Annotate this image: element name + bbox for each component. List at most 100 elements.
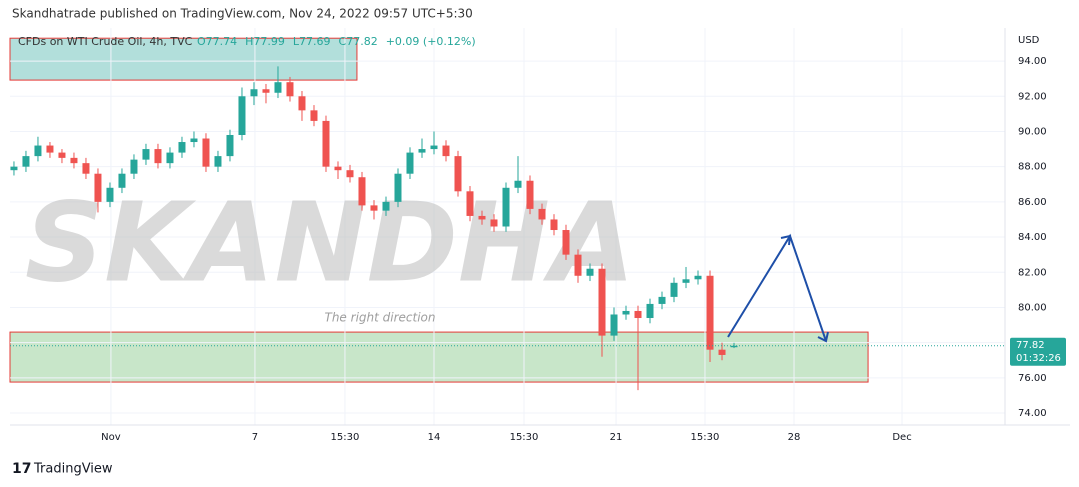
- y-tick-label: 80.00: [1018, 302, 1047, 313]
- candle-body: [358, 177, 366, 206]
- candle-body: [238, 96, 246, 135]
- x-tick-label: Dec: [892, 432, 911, 443]
- candle-body: [562, 230, 570, 255]
- last-price-label: 77.82: [1016, 340, 1045, 351]
- y-tick-label: 86.00: [1018, 197, 1047, 208]
- candle-body: [22, 156, 30, 167]
- candle-body: [730, 345, 738, 348]
- candle-body: [466, 191, 474, 216]
- ohlc-legend: O77.74 H77.99 L77.69 C77.82 +0.09 (+0.12%): [197, 35, 476, 48]
- candle-body: [310, 110, 318, 121]
- candle-body: [202, 138, 210, 167]
- candle-body: [226, 134, 234, 157]
- candle-body: [142, 149, 150, 160]
- price-zone: [9, 37, 358, 81]
- candles: [10, 66, 738, 391]
- ohlc-value: C77.82: [339, 35, 378, 48]
- y-tick-label: 74.00: [1018, 408, 1047, 419]
- candle-body: [574, 254, 582, 276]
- candle-body: [322, 120, 330, 167]
- candle-body: [622, 310, 630, 315]
- price-zone: [9, 331, 869, 383]
- candle-body: [418, 149, 426, 153]
- x-tick-label: 28: [788, 432, 801, 443]
- y-tick-label: 76.00: [1018, 373, 1047, 384]
- candle-body: [178, 142, 186, 153]
- candle-body: [46, 145, 54, 153]
- candle-body: [262, 89, 270, 93]
- candle-body: [130, 159, 138, 174]
- candle-body: [70, 157, 78, 164]
- candle-body: [706, 275, 714, 350]
- x-tick-label: 15:30: [331, 432, 360, 443]
- candle-body: [154, 149, 162, 164]
- candle-body: [250, 89, 258, 97]
- candle-body: [490, 219, 498, 227]
- plot-underlay: [9, 37, 869, 383]
- candle-body: [58, 152, 66, 158]
- candle-body: [394, 173, 402, 202]
- candle-body: [406, 152, 414, 174]
- x-tick-label: 15:30: [691, 432, 720, 443]
- candle-body: [682, 279, 690, 283]
- candle-body: [598, 268, 606, 336]
- x-tick-label: 21: [610, 432, 623, 443]
- candle-body: [526, 180, 534, 209]
- candle-body: [586, 268, 594, 276]
- symbol: CFDs on WTI Crude Oil, 4h, TVC: [18, 35, 193, 48]
- candle-body: [166, 152, 174, 164]
- x-tick-label: Nov: [101, 432, 121, 443]
- candle-body: [370, 205, 378, 211]
- candle-body: [286, 82, 294, 97]
- candle-body: [190, 138, 198, 143]
- candle-body: [82, 163, 90, 174]
- candle-body: [382, 201, 390, 211]
- x-tick-label: 7: [252, 432, 258, 443]
- candle-body: [478, 215, 486, 220]
- logo: 17: [12, 461, 31, 477]
- candle-body: [118, 173, 126, 188]
- candle-body: [502, 187, 510, 227]
- y-tick-label: 84.00: [1018, 232, 1047, 243]
- candle-body: [10, 166, 18, 171]
- candle-body: [514, 180, 522, 188]
- candle-body: [214, 156, 222, 167]
- countdown: 01:32:26: [1016, 353, 1061, 364]
- header: Skandhatrade published on TradingView.co…: [12, 7, 473, 21]
- grid: [10, 28, 1005, 425]
- ohlc-value: H77.99: [245, 35, 285, 48]
- candle-body: [298, 96, 306, 111]
- candle-body: [538, 208, 546, 220]
- candle-body: [334, 166, 342, 171]
- candle-body: [550, 219, 558, 231]
- candle-body: [442, 145, 450, 157]
- candle-body: [94, 173, 102, 202]
- candle-body: [430, 145, 438, 150]
- ohlc-value: O77.74: [197, 35, 237, 48]
- candle-body: [610, 314, 618, 336]
- watermark-tagline: The right direction: [325, 311, 436, 325]
- candle-body: [694, 275, 702, 280]
- candle-body: [274, 82, 282, 93]
- price-label-box: [1010, 337, 1066, 366]
- watermark: SKANDHA: [25, 178, 635, 306]
- candle-body: [454, 156, 462, 192]
- arrow-heads: [780, 234, 829, 343]
- footer: TradingView: [33, 462, 113, 477]
- candle-body: [34, 145, 42, 157]
- candle-body: [634, 310, 642, 319]
- y-tick-label: 82.00: [1018, 267, 1047, 278]
- ohlc-value: +0.09 (+0.12%): [386, 35, 476, 48]
- y-tick-label: 94.00: [1018, 56, 1047, 67]
- candle-body: [106, 187, 114, 202]
- candle-body: [646, 303, 654, 319]
- y-tick-label: 92.00: [1018, 91, 1047, 102]
- candle-body: [346, 170, 354, 178]
- x-tick-label: 15:30: [510, 432, 539, 443]
- candle-body: [670, 282, 678, 297]
- y-tick-label: 90.00: [1018, 126, 1047, 137]
- candle-body: [658, 296, 666, 304]
- currency: USD: [1018, 35, 1040, 46]
